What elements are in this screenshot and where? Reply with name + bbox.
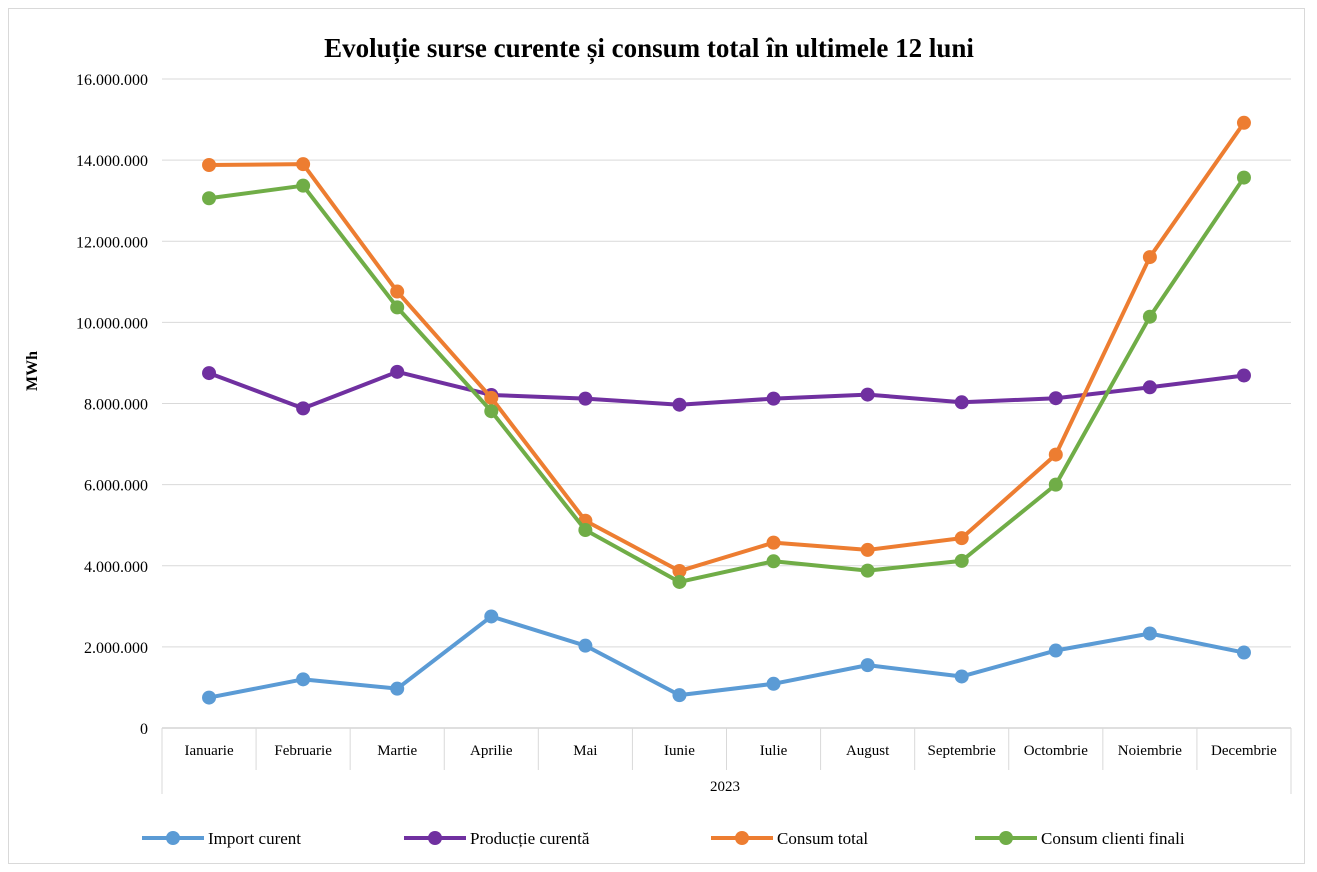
data-point <box>1142 380 1157 395</box>
data-point <box>296 401 311 416</box>
data-point <box>390 364 405 379</box>
data-point <box>954 553 969 568</box>
y-axis-label: MWh <box>24 351 41 391</box>
data-point <box>860 387 875 402</box>
data-point <box>672 574 687 589</box>
legend-item: Consum total <box>711 829 868 848</box>
x-tick-label: Mai <box>573 743 597 759</box>
y-tick-label: 4.000.000 <box>84 559 148 576</box>
data-point <box>766 535 781 550</box>
x-tick-label: Aprilie <box>470 743 513 759</box>
data-point <box>1048 477 1063 492</box>
legend-label: Consum clienti finali <box>1041 829 1185 848</box>
x-tick-label: Martie <box>377 743 417 759</box>
data-point <box>860 658 875 673</box>
chart-frame: Evoluție surse curente și consum total î… <box>8 8 1305 864</box>
data-point <box>1048 391 1063 406</box>
legend-item: Import curent <box>142 829 301 848</box>
x-group-label: 2023 <box>710 779 740 795</box>
y-tick-label: 2.000.000 <box>84 640 148 657</box>
legend-marker <box>735 831 749 845</box>
data-point <box>296 157 311 172</box>
data-point <box>202 157 217 172</box>
x-axis: Ianuarie Februarie Martie Aprilie Mai Iunie Iu… <box>161 728 1292 794</box>
y-tick-label: 14.000.000 <box>76 153 148 170</box>
legend: Import curent Producție curentă Consum tot… <box>142 829 1185 848</box>
data-point <box>578 638 593 653</box>
series-line <box>207 369 1246 411</box>
data-point <box>954 669 969 684</box>
x-tick-label: Noiembrie <box>1118 743 1182 759</box>
series-group <box>202 170 1251 589</box>
y-tick-label: 0 <box>140 721 148 738</box>
data-point <box>954 531 969 546</box>
data-point <box>1142 309 1157 324</box>
x-tick-label: Ianuarie <box>184 743 233 759</box>
data-point <box>390 681 405 696</box>
legend-marker <box>166 831 180 845</box>
line-chart: Evoluție surse curente și consum total î… <box>24 33 1292 848</box>
data-point <box>1236 115 1251 130</box>
legend-label: Import curent <box>208 829 301 848</box>
legend-item: Producție curentă <box>404 829 590 848</box>
series-line <box>207 614 1246 700</box>
x-tick-label: Septembrie <box>928 743 997 759</box>
x-tick-label: August <box>846 743 890 759</box>
x-tick-label: Octombrie <box>1024 743 1088 759</box>
legend-label: Producție curentă <box>470 829 590 848</box>
x-tick-label: Februarie <box>274 743 332 759</box>
legend-item: Consum clienti finali <box>975 829 1185 848</box>
data-point <box>578 391 593 406</box>
data-point <box>484 609 499 624</box>
series-line <box>207 175 1246 584</box>
data-point <box>672 397 687 412</box>
data-point <box>860 563 875 578</box>
legend-marker <box>428 831 442 845</box>
data-point <box>484 404 499 419</box>
data-point <box>672 688 687 703</box>
data-point <box>1236 645 1251 660</box>
data-point <box>390 300 405 315</box>
data-point <box>1236 170 1251 185</box>
series-group <box>202 115 1251 579</box>
x-tick-label: Decembrie <box>1211 743 1277 759</box>
chart-title: Evoluție surse curente și consum total î… <box>324 33 974 64</box>
legend-marker <box>999 831 1013 845</box>
y-tick-label: 10.000.000 <box>76 315 148 332</box>
x-tick-label: Iulie <box>760 743 788 759</box>
data-point <box>296 178 311 193</box>
data-point <box>578 523 593 538</box>
x-tick-label: Iunie <box>664 743 695 759</box>
data-point <box>672 564 687 579</box>
y-axis-ticks: 0 2.000.000 4.000.000 6.000.000 8.000.000 10.… <box>76 72 148 738</box>
legend-label: Consum total <box>777 829 868 848</box>
data-point <box>1236 368 1251 383</box>
data-point <box>766 676 781 691</box>
data-point <box>860 542 875 557</box>
data-point <box>1142 250 1157 265</box>
data-point <box>390 284 405 299</box>
data-point <box>202 366 217 381</box>
data-point <box>296 672 311 687</box>
data-point <box>1142 626 1157 641</box>
data-point <box>766 554 781 569</box>
data-point <box>954 395 969 410</box>
data-point <box>766 391 781 406</box>
y-tick-label: 16.000.000 <box>76 72 148 89</box>
y-tick-label: 6.000.000 <box>84 478 148 495</box>
data-point <box>1048 447 1063 462</box>
series-group <box>202 609 1251 705</box>
series-line <box>207 120 1246 574</box>
data-point <box>1048 643 1063 658</box>
series-lines <box>202 115 1251 705</box>
data-point <box>484 390 499 405</box>
y-tick-label: 8.000.000 <box>84 397 148 414</box>
y-tick-label: 12.000.000 <box>76 234 148 251</box>
data-point <box>202 690 217 705</box>
data-point <box>202 191 217 206</box>
